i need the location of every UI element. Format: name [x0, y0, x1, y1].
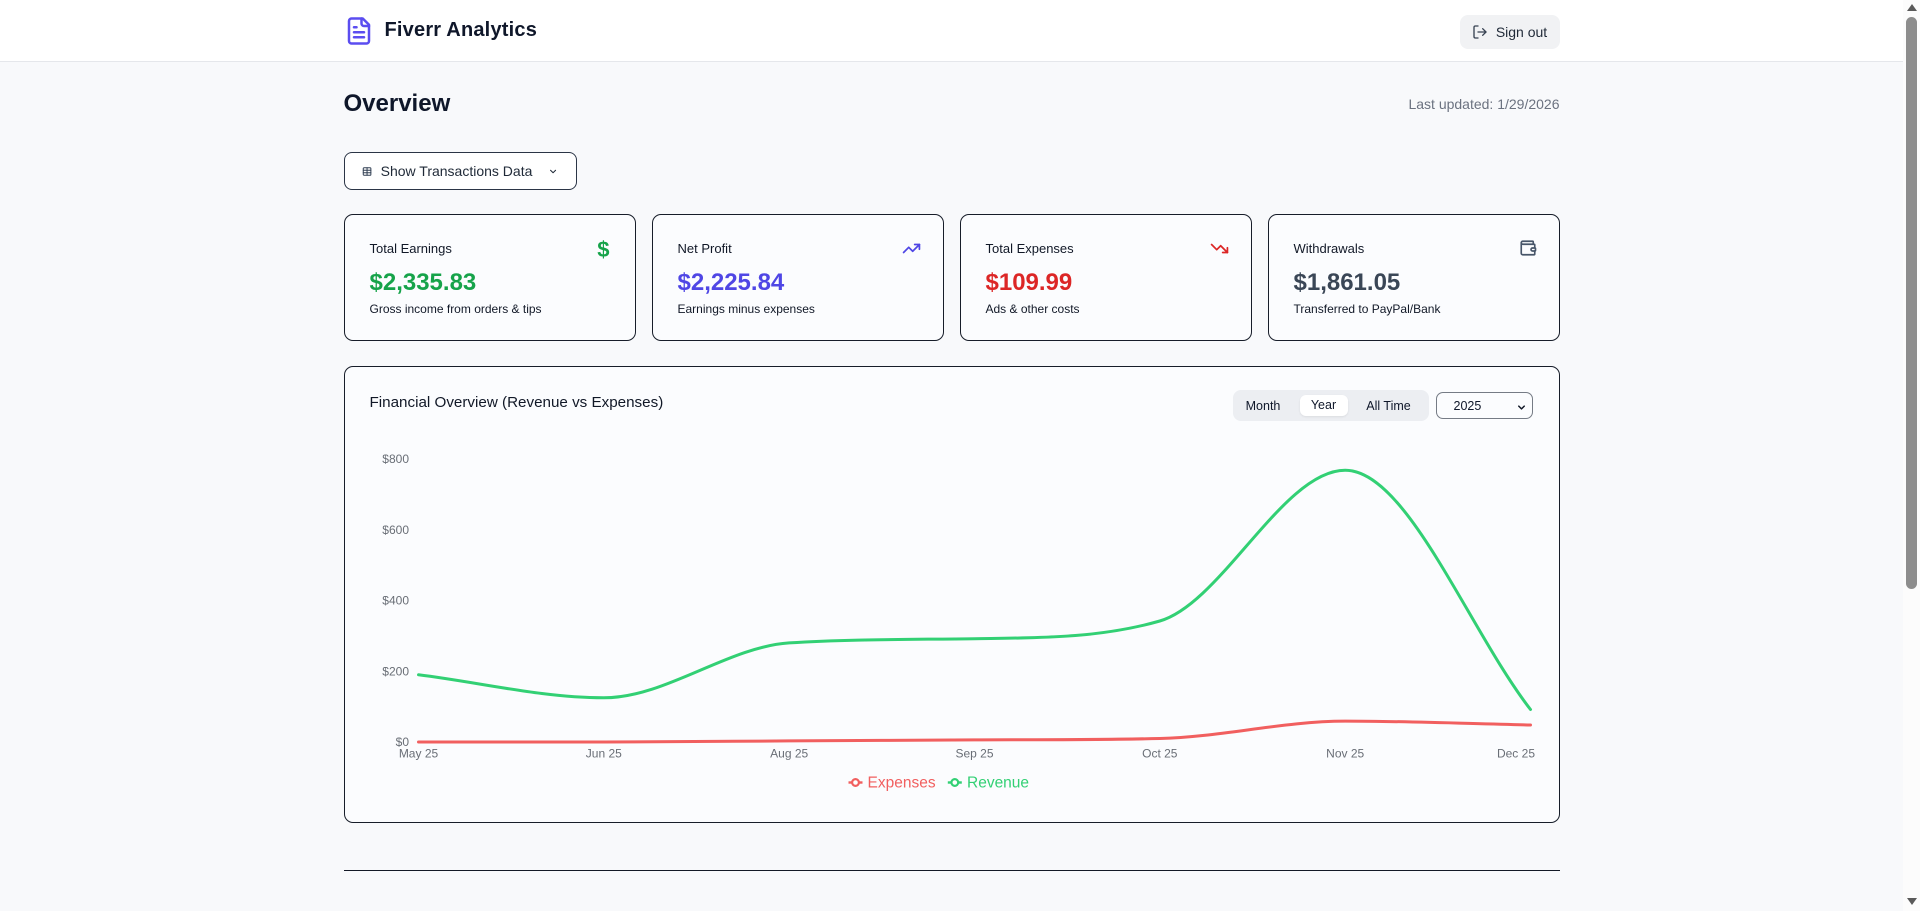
- svg-text:Nov 25: Nov 25: [1326, 746, 1364, 760]
- svg-text:Sep 25: Sep 25: [955, 746, 993, 760]
- svg-text:Jun 25: Jun 25: [585, 746, 621, 760]
- svg-text:Revenue: Revenue: [967, 774, 1029, 791]
- svg-text:$0: $0: [395, 735, 409, 749]
- svg-text:$400: $400: [382, 593, 409, 607]
- svg-text:$800: $800: [382, 452, 409, 466]
- svg-text:Aug 25: Aug 25: [770, 746, 808, 760]
- svg-text:Expenses: Expenses: [867, 774, 935, 791]
- svg-text:$200: $200: [382, 664, 409, 678]
- svg-text:$600: $600: [382, 522, 409, 536]
- svg-text:Dec 25: Dec 25: [1496, 746, 1534, 760]
- svg-text:May 25: May 25: [398, 746, 438, 760]
- svg-text:Oct 25: Oct 25: [1142, 746, 1178, 760]
